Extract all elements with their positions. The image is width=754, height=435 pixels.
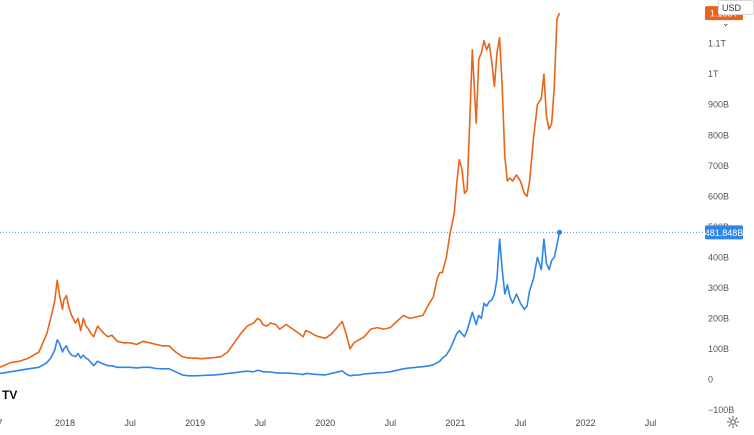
currency-label: USD <box>722 3 742 13</box>
x-tick-label: Jul <box>515 418 527 428</box>
y-tick-label: 1T <box>708 69 719 79</box>
last-value-label: 481.848B <box>705 228 744 238</box>
y-tick-label: 1.1T <box>708 39 727 49</box>
y-tick-label: 0 <box>708 374 713 384</box>
y-tick-label: 100B <box>708 344 729 354</box>
last-point-marker <box>556 229 563 235</box>
tradingview-logo-icon[interactable]: TV <box>2 388 22 402</box>
series-line-0[interactable] <box>0 12 561 369</box>
x-tick-label: Jul <box>645 418 657 428</box>
y-tick-label: 900B <box>708 100 729 110</box>
y-tick-label: −100B <box>708 405 734 415</box>
x-tick-label: 2019 <box>185 418 205 428</box>
x-tick-label: 2021 <box>445 418 465 428</box>
x-tick-label: 2018 <box>55 418 75 428</box>
chevron-down-icon: ⌄ <box>722 18 730 28</box>
currency-selector[interactable]: USD ⌄ <box>718 0 754 28</box>
x-tick-label: 2020 <box>315 418 335 428</box>
y-tick-label: 600B <box>708 191 729 201</box>
x-tick-label: 7 <box>0 418 3 428</box>
y-tick-label: 400B <box>708 252 729 262</box>
last-value-badge <box>705 225 743 240</box>
gear-icon[interactable] <box>726 415 740 429</box>
x-tick-label: Jul <box>254 418 266 428</box>
y-tick-label: 200B <box>708 313 729 323</box>
series-line-1[interactable] <box>0 232 561 377</box>
logo-text: TV <box>2 388 18 402</box>
x-tick-label: 2022 <box>575 418 595 428</box>
y-tick-label: 300B <box>708 283 729 293</box>
y-tick-label: 800B <box>708 130 729 140</box>
y-tick-label: 700B <box>708 161 729 171</box>
x-tick-label: Jul <box>124 418 136 428</box>
x-tick-label: Jul <box>385 418 397 428</box>
